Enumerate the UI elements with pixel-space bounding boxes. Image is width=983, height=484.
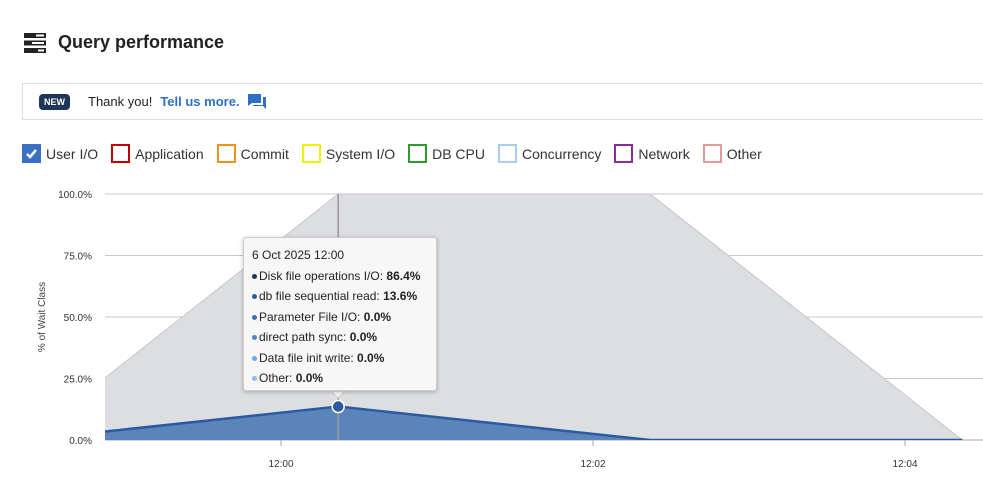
legend-label: Concurrency bbox=[522, 145, 602, 162]
tooltip-label: Disk file operations I/O: bbox=[259, 268, 387, 283]
list-bars-icon bbox=[24, 32, 46, 53]
legend-item-network[interactable]: Network bbox=[614, 144, 690, 163]
series-dot-icon bbox=[252, 376, 257, 382]
legend-item-db-cpu[interactable]: DB CPU bbox=[408, 144, 485, 163]
checkbox-icon[interactable] bbox=[702, 144, 722, 163]
legend-item-user-i-o[interactable]: User I/O bbox=[22, 144, 98, 163]
legend-label: System I/O bbox=[325, 145, 396, 162]
checkbox-icon[interactable] bbox=[216, 144, 236, 163]
series-dot-icon bbox=[252, 335, 257, 341]
page-title: Query performance bbox=[58, 32, 225, 52]
tooltip-row: Other: 0.0% bbox=[252, 368, 428, 389]
checkbox-icon[interactable] bbox=[498, 144, 517, 163]
x-tick-label: 12:04 bbox=[892, 459, 917, 470]
tell-us-more-link[interactable]: Tell us more. bbox=[160, 94, 240, 109]
y-tick-label: 50.0% bbox=[64, 313, 92, 324]
y-axis-label: % of Wait Class bbox=[37, 282, 48, 352]
checkbox-icon[interactable] bbox=[301, 144, 321, 163]
legend-item-other[interactable]: Other bbox=[702, 144, 762, 163]
legend-item-commit[interactable]: Commit bbox=[216, 144, 289, 163]
tooltip-label: db file sequential read: bbox=[259, 289, 384, 303]
header: Query performance bbox=[24, 32, 224, 53]
tooltip-arrow bbox=[329, 390, 347, 399]
tooltip-label: Parameter File I/O: bbox=[259, 309, 364, 324]
tooltip-value: 13.6% bbox=[383, 289, 418, 303]
checkbox-icon[interactable] bbox=[111, 144, 131, 163]
tooltip-label: Other: bbox=[259, 371, 296, 385]
series-dot-icon bbox=[252, 314, 257, 320]
banner-text: Thank you! bbox=[88, 94, 153, 109]
legend-item-application[interactable]: Application bbox=[111, 144, 204, 163]
series-line-db-file bbox=[105, 405, 963, 440]
checkbox-checked-icon[interactable] bbox=[22, 144, 41, 163]
tooltip-label: Data file init write: bbox=[259, 350, 358, 365]
checkbox-icon[interactable] bbox=[408, 144, 428, 163]
tooltip-row: Disk file operations I/O: 86.4% bbox=[252, 266, 428, 287]
legend-label: Application bbox=[135, 145, 204, 162]
x-tick-label: 12:02 bbox=[580, 459, 605, 470]
area-series-0 bbox=[105, 406, 963, 440]
series-dot-icon bbox=[252, 294, 257, 300]
tooltip-value: 0.0% bbox=[349, 330, 378, 344]
tooltip-row: Parameter File I/O: 0.0% bbox=[252, 307, 428, 328]
y-tick-label: 25.0% bbox=[64, 375, 92, 386]
series-dot-icon bbox=[252, 355, 257, 361]
tooltip-row: Data file init write: 0.0% bbox=[252, 348, 428, 369]
checkbox-icon[interactable] bbox=[614, 144, 634, 163]
tooltip-row: db file sequential read: 13.6% bbox=[252, 286, 428, 307]
tooltip-label: direct path sync: bbox=[259, 330, 350, 344]
legend-label: User I/O bbox=[46, 145, 99, 162]
series-line-disk bbox=[105, 193, 963, 440]
feedback-chat-icon[interactable] bbox=[247, 93, 266, 110]
tooltip-title: 6 Oct 2025 12:00 bbox=[252, 248, 345, 262]
chart-legend: User I/O Application Commit System I/O DB CP… bbox=[22, 144, 762, 163]
series-dot-icon bbox=[252, 273, 257, 279]
new-badge: NEW bbox=[39, 93, 70, 110]
tooltip-value: 0.0% bbox=[363, 309, 392, 324]
hover-point bbox=[331, 399, 345, 414]
legend-label: Network bbox=[638, 145, 690, 162]
legend-label: Other bbox=[726, 145, 762, 162]
tooltip-value: 0.0% bbox=[357, 350, 385, 365]
y-tick-label: 75.0% bbox=[64, 252, 92, 263]
chart-tooltip: 6 Oct 2025 12:00 Disk file operations I/… bbox=[243, 237, 437, 391]
legend-label: DB CPU bbox=[432, 145, 485, 162]
legend-label: Commit bbox=[240, 145, 289, 162]
legend-item-concurrency[interactable]: Concurrency bbox=[498, 144, 601, 163]
y-tick-label: 100.0% bbox=[58, 190, 92, 201]
feedback-banner: NEW Thank you! Tell us more. bbox=[22, 83, 983, 120]
legend-item-system-i-o[interactable]: System I/O bbox=[301, 144, 396, 163]
tooltip-value: 86.4% bbox=[386, 268, 421, 283]
tooltip-value: 0.0% bbox=[295, 371, 324, 385]
tooltip-row: direct path sync: 0.0% bbox=[252, 327, 428, 348]
y-tick-label: 0.0% bbox=[69, 436, 92, 447]
x-tick-label: 12:00 bbox=[268, 459, 293, 470]
